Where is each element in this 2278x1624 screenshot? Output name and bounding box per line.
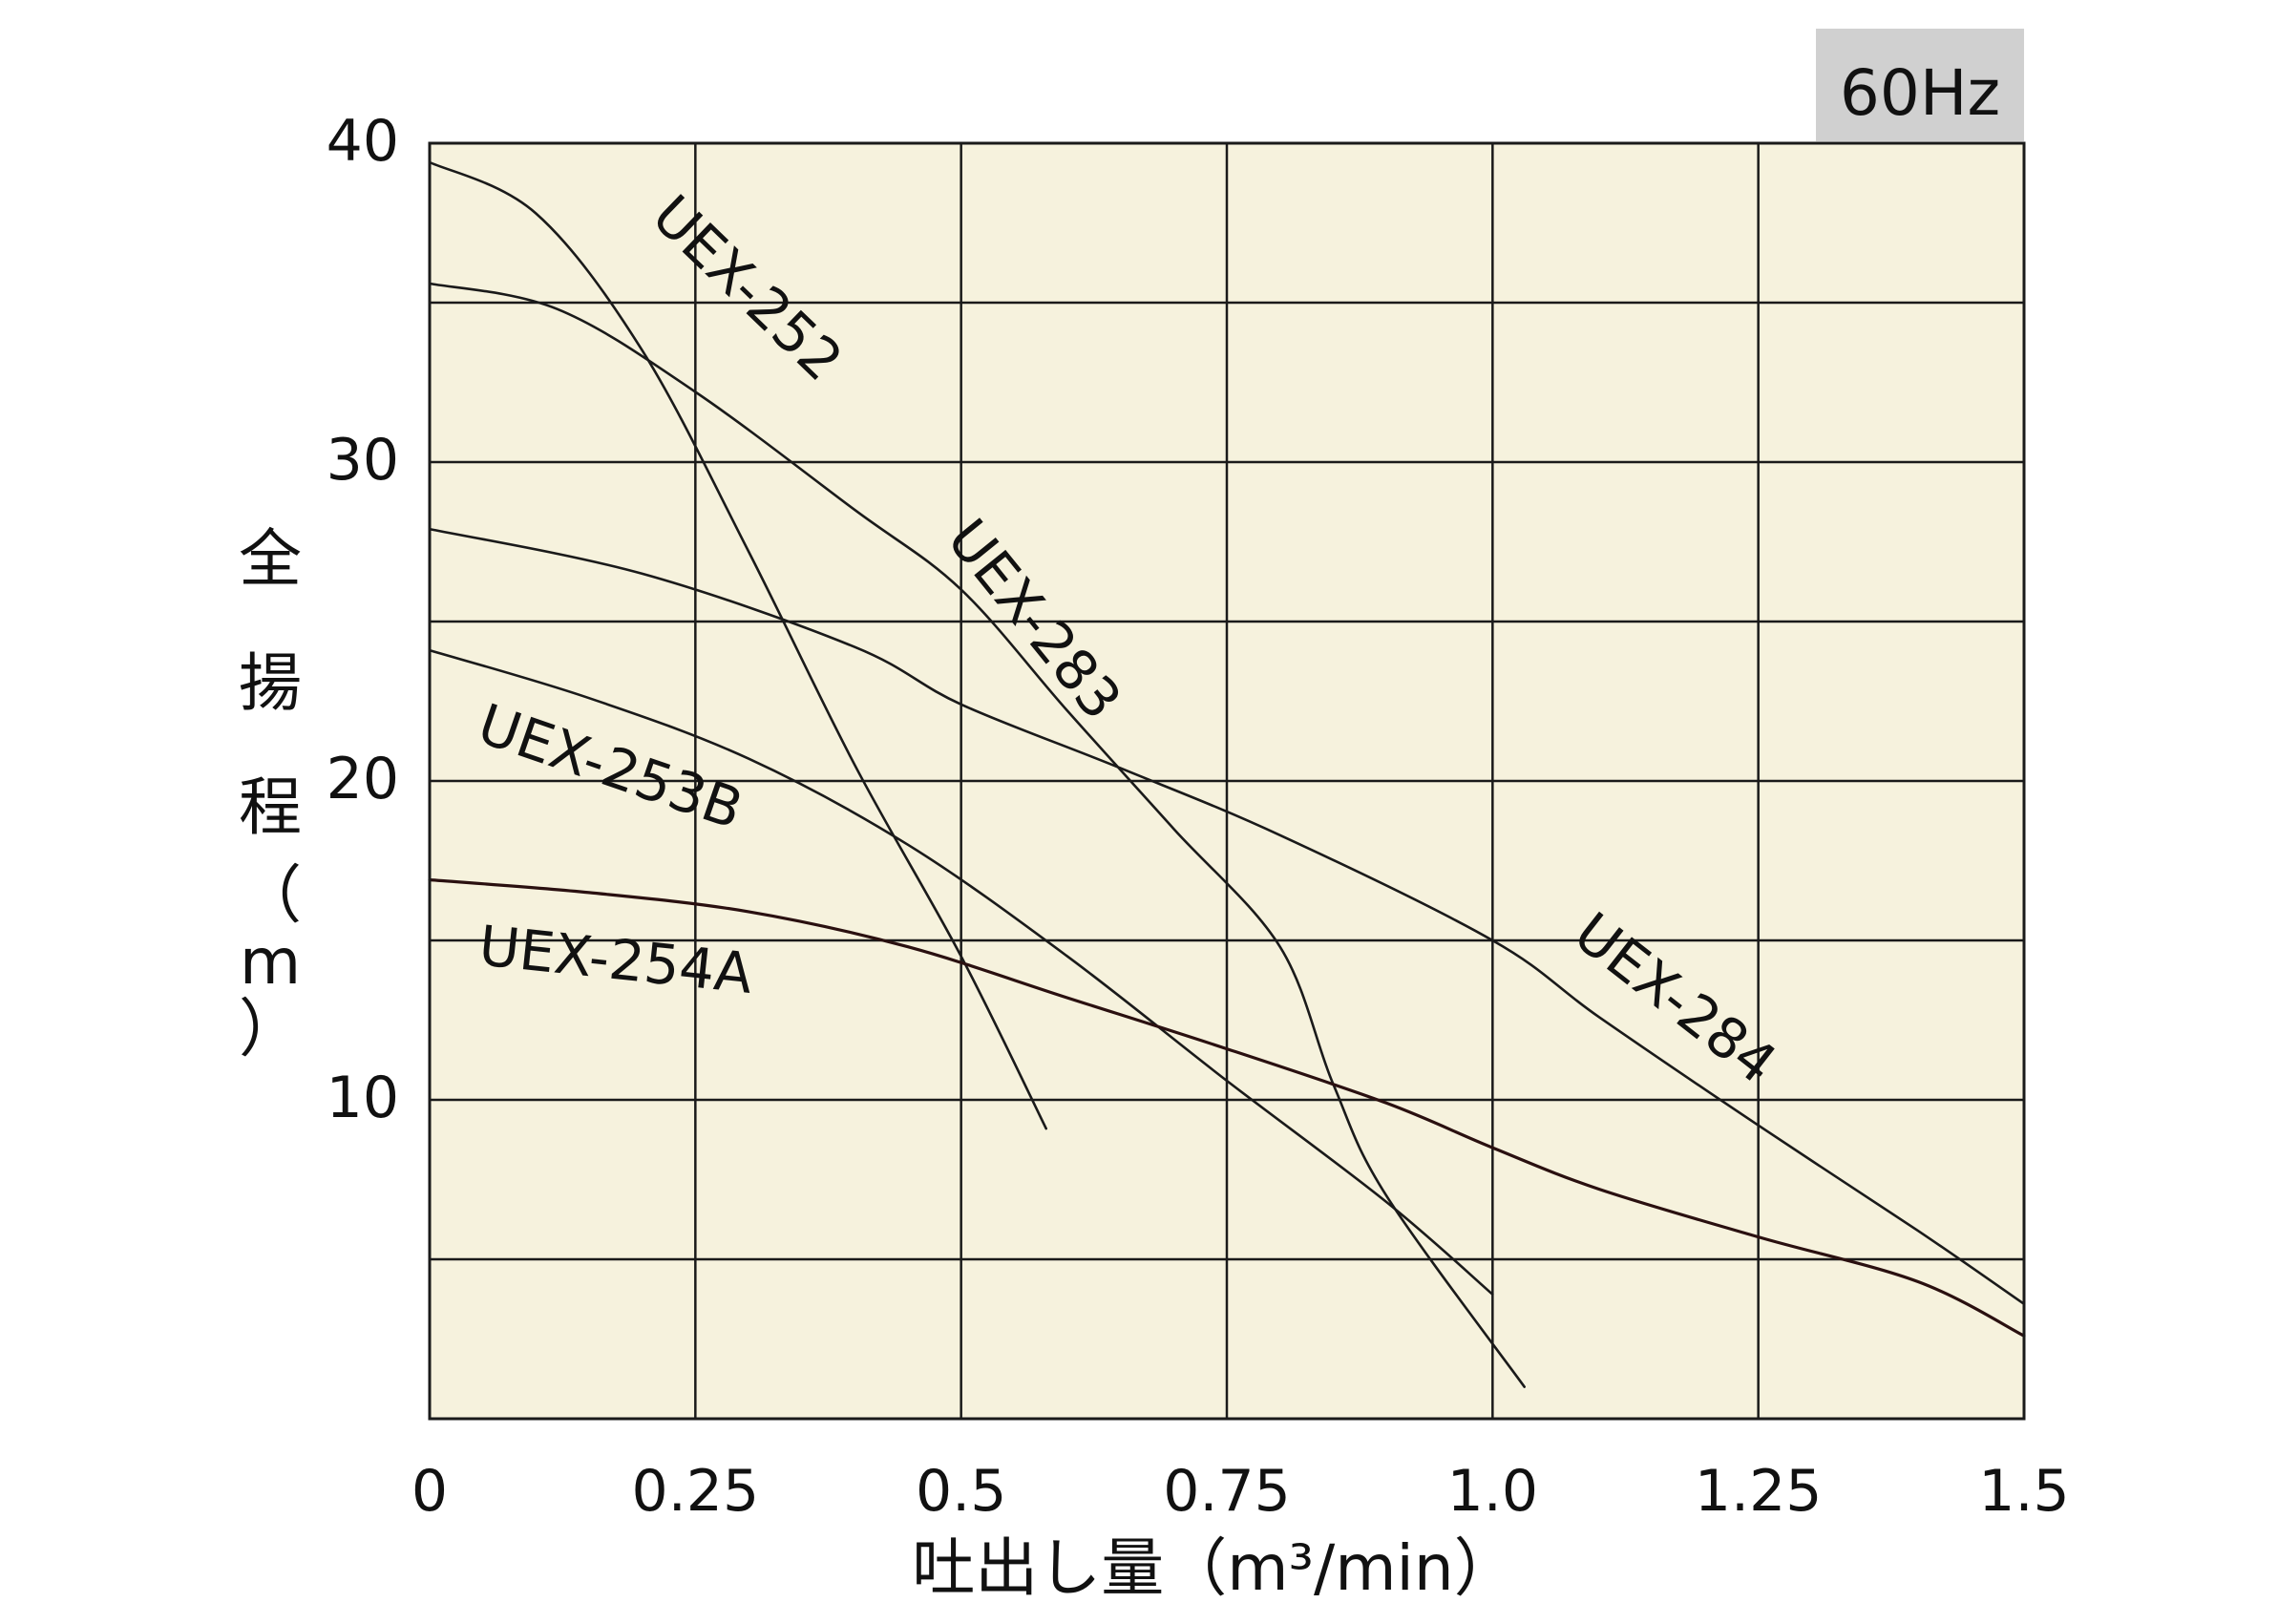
x-tick-label: 1.0 [1447, 1458, 1538, 1525]
curve-uex-284 [428, 527, 2026, 1306]
x-tick-label: 1.25 [1695, 1458, 1823, 1525]
y-tick-label: 30 [327, 427, 399, 494]
x-tick-label: 0.5 [916, 1458, 1006, 1525]
badge-text: 60Hz [1840, 56, 2000, 130]
x-tick-label: 0.75 [1163, 1458, 1291, 1525]
frequency-badge: 60Hz [1816, 29, 2024, 141]
y-axis-title-char: m [240, 925, 301, 999]
badge-background [1816, 29, 2024, 141]
y-axis-title-char: （ [239, 858, 302, 932]
x-tick-label: 1.5 [1978, 1458, 2069, 1525]
y-tick-label: 10 [327, 1065, 399, 1131]
y-tick-labels: 10 20 30 40 [327, 108, 399, 1131]
curve-uex-254a [428, 877, 2026, 1338]
curve-uex-253b [428, 648, 1494, 1296]
x-tick-label: 0.25 [632, 1458, 760, 1525]
y-tick-label: 40 [327, 108, 399, 175]
y-axis-title-char: 揚 [239, 646, 302, 720]
y-axis-title-char: 全 [239, 522, 302, 596]
x-tick-label: 0 [411, 1458, 448, 1525]
curve-uex-283 [428, 282, 1526, 1388]
curves [428, 160, 2026, 1388]
y-tick-label: 20 [327, 746, 399, 812]
plot-frame [428, 141, 2026, 1421]
x-axis-title: 吐出し量（m³/min） [912, 1531, 1516, 1605]
y-axis-title-char: 程 [239, 770, 302, 844]
y-axis-title-char: ） [239, 992, 302, 1065]
x-tick-labels: 0 0.25 0.5 0.75 1.0 1.25 1.5 [411, 1458, 2070, 1525]
y-axis-title: 全揚程 （m） [239, 522, 302, 1065]
curve-uex-252 [428, 160, 1047, 1130]
